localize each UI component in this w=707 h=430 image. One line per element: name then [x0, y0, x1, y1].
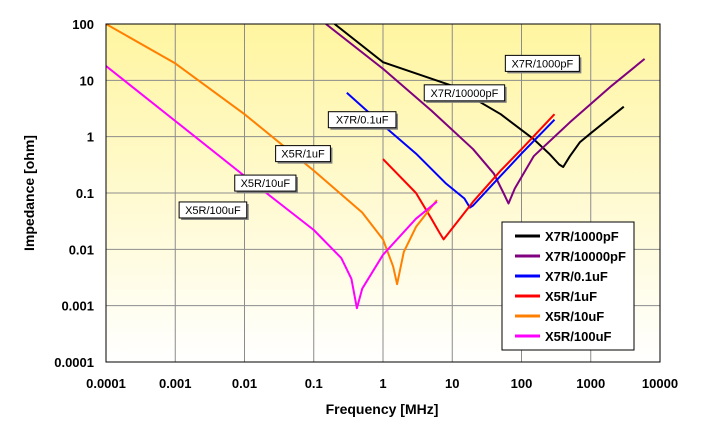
y-tick-labels: 0.0001 0.001 0.01 0.1 1 10 100 [54, 17, 94, 370]
x-tick-label: 0.0001 [86, 376, 126, 391]
y-tick-label: 0.1 [76, 186, 94, 201]
x-tick-label: 1 [379, 376, 386, 391]
callout-label: X7R/10000pF [430, 88, 498, 100]
y-tick-label: 10 [80, 73, 94, 88]
x-tick-label: 0.001 [159, 376, 192, 391]
callout-box [234, 174, 297, 192]
legend-box [501, 221, 635, 351]
x-axis-title: Frequency [MHz] [326, 401, 439, 417]
callout: X7R/1000pF [504, 54, 582, 74]
y-axis-title: Impedance [ohm] [21, 135, 37, 251]
callout: X5R/10uF [234, 174, 298, 194]
legend-label: X5R/100uF [545, 329, 612, 344]
series-line-0 [333, 24, 625, 168]
callout: X5R/100uF [178, 201, 249, 220]
callout: X5R/1uF [275, 145, 333, 164]
x-tick-label: 10000 [642, 376, 678, 391]
callout: X7R/0.1uF [327, 111, 398, 130]
series-line-1 [325, 24, 646, 205]
y-tick-label: 0.0001 [54, 355, 94, 370]
callout-label: X5R/100uF [185, 205, 241, 217]
legend-label: X7R/10000pF [545, 249, 626, 264]
callout-label: X5R/10uF [241, 178, 291, 190]
y-tick-label: 1 [87, 130, 94, 145]
series-line-4 [106, 24, 438, 286]
callout-box [504, 54, 580, 72]
legend-label: X7R/1000pF [545, 229, 619, 244]
x-tick-labels: 0.0001 0.001 0.01 0.1 1 10 100 1000 10000 [86, 376, 678, 391]
x-tick-label: 0.1 [305, 376, 323, 391]
callout: X7R/10000pF [423, 84, 507, 103]
legend-label: X5R/10uF [545, 309, 604, 324]
series-line-5 [106, 65, 438, 310]
callout-label: X7R/0.1uF [336, 115, 389, 127]
x-tick-label: 10 [445, 376, 459, 391]
plot-border [105, 23, 661, 363]
callout-box [423, 84, 506, 102]
legend-label: X7R/0.1uF [545, 269, 608, 284]
x-tick-label: 100 [511, 376, 533, 391]
x-tick-label: 0.01 [232, 376, 257, 391]
series-layer [106, 24, 646, 310]
y-tick-label: 100 [72, 17, 94, 32]
x-tick-label: 1000 [576, 376, 605, 391]
series-line-2 [346, 92, 556, 209]
legend: X7R/1000pF X7R/10000pF X7R/0.1uF X5R/1uF X5R… [501, 221, 635, 351]
callout-box [275, 145, 331, 163]
series-callouts: X7R/1000pF X7R/10000pF X7R/0.1uF X5R/1uF X5R… [178, 54, 582, 220]
callout-label: X5R/1uF [281, 149, 325, 161]
series-line-3 [382, 113, 556, 241]
y-tick-label: 0.01 [69, 242, 94, 257]
legend-label: X5R/1uF [545, 289, 597, 304]
callout-label: X7R/1000pF [511, 58, 573, 70]
y-tick-label: 0.001 [61, 299, 94, 314]
callout-box [178, 201, 248, 219]
callout-box [327, 111, 397, 129]
